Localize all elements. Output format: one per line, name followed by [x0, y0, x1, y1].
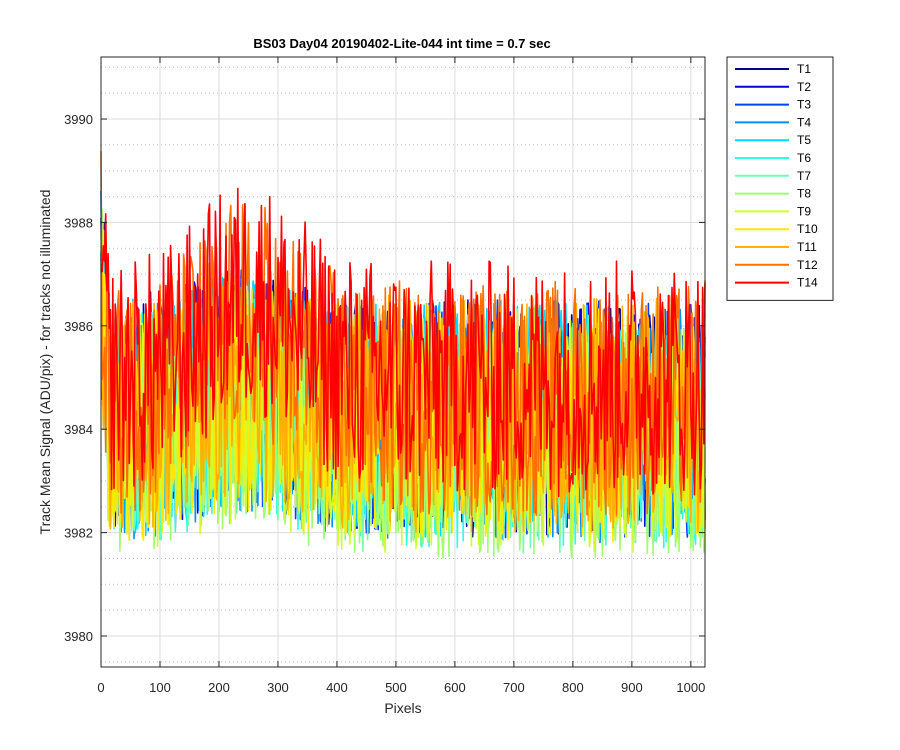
x-axis-ticks: 0 100 200 300 400 500 600 700 800 900 1000 — [97, 57, 705, 695]
x-tick-label: 500 — [385, 680, 407, 695]
legend-label-t1: T1 — [797, 62, 811, 76]
series-line-t14 — [100, 187, 706, 498]
legend-label-t11: T11 — [797, 240, 817, 254]
legend-label-t12: T12 — [797, 258, 818, 272]
legend-box — [726, 56, 834, 301]
y-tick-label: 3982 — [64, 526, 93, 541]
x-tick-label: 300 — [267, 680, 289, 695]
chart-title: BS03 Day04 20190402-Lite-044 int time = … — [253, 36, 550, 51]
legend-label-t2: T2 — [797, 80, 811, 94]
legend: T1 T2 T3 T4 T5 T6 T7 T8 T9 T10 T11 T12 T14 — [726, 56, 834, 301]
legend-label-t5: T5 — [797, 133, 811, 147]
legend-label-t3: T3 — [797, 98, 811, 112]
x-tick-label: 400 — [326, 680, 348, 695]
legend-label-t9: T9 — [797, 204, 811, 218]
x-tick-label: 900 — [621, 680, 643, 695]
x-tick-label: 700 — [503, 680, 525, 695]
plot-series — [100, 151, 706, 559]
plot-frame — [100, 56, 706, 668]
x-tick-label: 600 — [444, 680, 466, 695]
x-tick-label: 200 — [208, 680, 230, 695]
legend-label-t10: T10 — [797, 222, 818, 236]
x-tick-label: 800 — [562, 680, 584, 695]
y-tick-label: 3984 — [64, 422, 93, 437]
x-tick-label: 100 — [149, 680, 171, 695]
x-tick-label: 1000 — [676, 680, 705, 695]
y-axis-label: Track Mean Signal (ADU/pix) - for tracks… — [37, 190, 53, 535]
y-tick-label: 3990 — [64, 112, 93, 127]
legend-label-t8: T8 — [797, 187, 811, 201]
x-tick-label: 0 — [97, 680, 104, 695]
legend-label-t4: T4 — [797, 115, 811, 129]
y-tick-label: 3980 — [64, 629, 93, 644]
y-tick-label: 3988 — [64, 215, 93, 230]
legend-label-t14: T14 — [797, 276, 818, 290]
y-axis-ticks: 3980 3982 3984 3986 3988 3990 — [64, 112, 705, 644]
y-tick-label: 3986 — [64, 319, 93, 334]
legend-label-t6: T6 — [797, 151, 811, 165]
legend-label-t7: T7 — [797, 169, 811, 183]
x-axis-label: Pixels — [384, 700, 421, 716]
